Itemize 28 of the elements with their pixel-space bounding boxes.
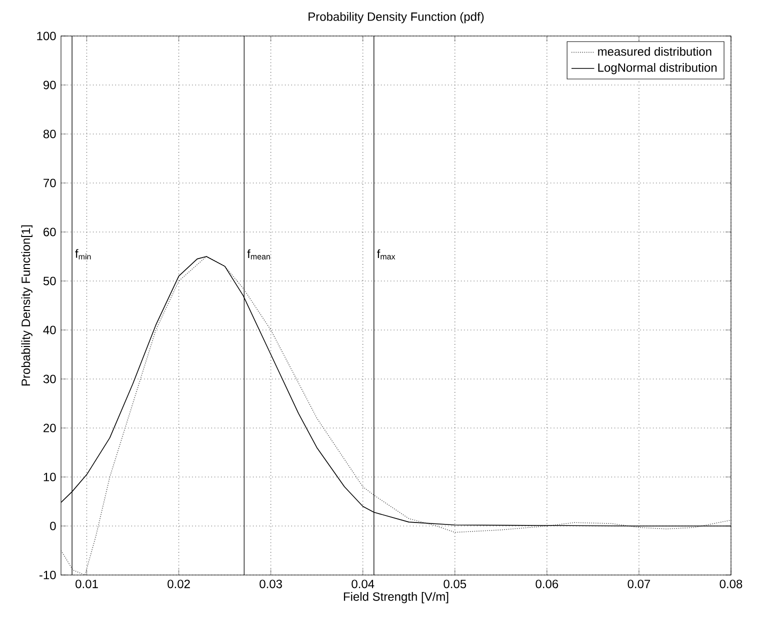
x-tick-label: 0.08 [720, 580, 742, 588]
x-tick-label: 0.05 [444, 580, 466, 588]
legend-label: measured distribution [598, 46, 712, 56]
y-tick-label: 40 [43, 326, 56, 334]
chart-title: Probability Density Function (pdf) [308, 12, 484, 24]
y-tick-label: -10 [39, 570, 56, 580]
y-tick-label: 90 [44, 80, 56, 90]
y-tick-label: 60 [44, 228, 56, 236]
legend-label: LogNormal distribution [598, 63, 717, 74]
x-axis-title: Field Strength [V/m] [344, 592, 448, 604]
y-tick-label: 20 [44, 424, 56, 432]
y-tick-label: 10 [44, 472, 56, 482]
y-tick-label: 70 [44, 178, 56, 188]
x-tick-label: 0.04 [352, 580, 374, 588]
x-tick-label: 0.06 [536, 580, 558, 588]
y-tick-label: 50 [43, 276, 56, 286]
y-tick-label: 100 [37, 32, 56, 40]
x-tick-label: 0.01 [76, 580, 98, 588]
y-axis-title: Probability Density Function[1] [21, 225, 32, 386]
ref-line-label: f$_{min}$ [75, 249, 91, 260]
y-tick-label: 80 [43, 130, 56, 138]
y-tick-label: 0 [50, 522, 56, 530]
x-tick-label: 0.07 [628, 580, 650, 588]
ref-line-label: f$_{max}$ [377, 249, 396, 260]
x-tick-label: 0.02 [168, 580, 190, 588]
ref-line-label: f$_{mean}$ [247, 249, 270, 260]
x-tick-label: 0.03 [260, 580, 282, 588]
y-tick-label: 30 [43, 374, 56, 384]
